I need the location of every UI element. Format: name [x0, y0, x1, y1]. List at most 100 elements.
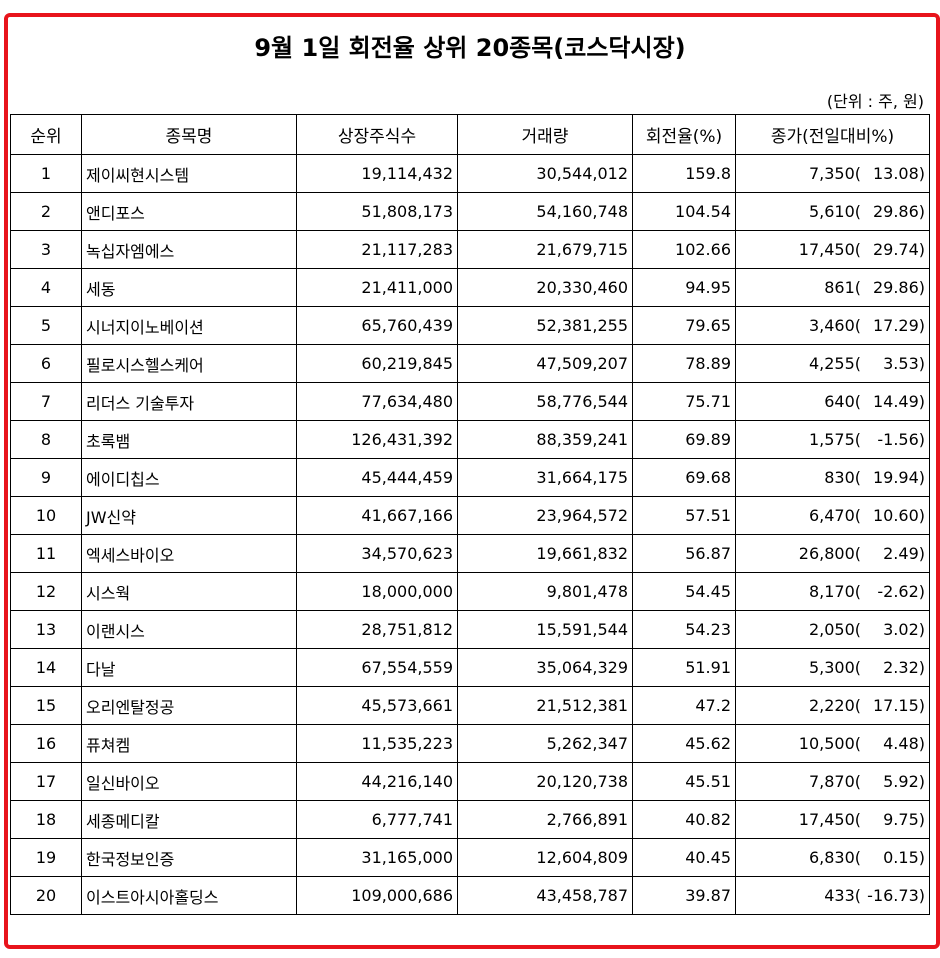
table-row: 14 다날 67,554,559 35,064,329 51.91 5,300(2.32)	[10, 648, 930, 687]
stock-name-cell: 리더스 기술투자	[81, 382, 297, 421]
close-price-cell: 26,800(2.49)	[735, 534, 930, 573]
volume-cell: 2,766,891	[457, 800, 633, 839]
price-change-pct: 29.74)	[872, 240, 925, 259]
volume-cell: 58,776,544	[457, 382, 633, 421]
price-change-pct: 3.53)	[883, 354, 925, 373]
close-price-cell: 2,050(3.02)	[735, 610, 930, 649]
close-price-cell: 8,170( -2.62)	[735, 572, 930, 611]
header-volume: 거래량	[457, 114, 633, 155]
header-name: 종목명	[81, 114, 297, 155]
price-change-pct: -16.73)	[867, 886, 925, 905]
price-change-pct: 10.60)	[872, 506, 925, 525]
table-row: 4 세동 21,411,000 20,330,460 94.95 861(29.86)	[10, 268, 930, 307]
table-row: 11 엑세스바이오 34,570,623 19,661,832 56.87 26,800(…	[10, 534, 930, 573]
volume-cell: 47,509,207	[457, 344, 633, 383]
close-price: 8,170(	[808, 582, 861, 601]
price-change-pct: -2.62)	[877, 582, 925, 601]
volume-cell: 5,262,347	[457, 724, 633, 763]
table-row: 19 한국정보인증 31,165,000 12,604,809 40.45 6,830(0…	[10, 838, 930, 877]
stock-name-cell: 이스트아시아홀딩스	[81, 876, 297, 915]
turnover-cell: 69.89	[632, 420, 736, 459]
turnover-cell: 79.65	[632, 306, 736, 345]
listed-shares-cell: 77,634,480	[296, 382, 458, 421]
price-change-pct: 9.75)	[883, 810, 925, 829]
turnover-cell: 104.54	[632, 192, 736, 231]
volume-cell: 52,381,255	[457, 306, 633, 345]
listed-shares-cell: 60,219,845	[296, 344, 458, 383]
header-close: 종가(전일대비%)	[735, 114, 930, 155]
turnover-cell: 54.23	[632, 610, 736, 649]
table-row: 7 리더스 기술투자 77,634,480 58,776,544 75.71 640(14…	[10, 382, 930, 421]
close-price-cell: 861(29.86)	[735, 268, 930, 307]
rank-cell: 11	[10, 534, 82, 573]
listed-shares-cell: 31,165,000	[296, 838, 458, 877]
turnover-cell: 51.91	[632, 648, 736, 687]
rank-cell: 17	[10, 762, 82, 801]
table-row: 10 JW신약 41,667,166 23,964,572 57.51 6,470(10.…	[10, 496, 930, 535]
table-row: 3 녹십자엠에스 21,117,283 21,679,715 102.66 17,450(…	[10, 230, 930, 269]
table-row: 18 세종메디칼 6,777,741 2,766,891 40.82 17,450(9.7…	[10, 800, 930, 839]
close-price-cell: 433(-16.73)	[735, 876, 930, 915]
price-change-pct: 14.49)	[872, 392, 925, 411]
close-price-cell: 3,460(17.29)	[735, 306, 930, 345]
listed-shares-cell: 34,570,623	[296, 534, 458, 573]
turnover-table: 순위 종목명 상장주식수 거래량 회전율(%) 종가(전일대비%) 1 제이씨현시…	[10, 114, 930, 915]
rank-cell: 3	[10, 230, 82, 269]
price-change-pct: 29.86)	[872, 278, 925, 297]
close-price-cell: 7,350(13.08)	[735, 154, 930, 193]
close-price-cell: 640(14.49)	[735, 382, 930, 421]
volume-cell: 15,591,544	[457, 610, 633, 649]
listed-shares-cell: 67,554,559	[296, 648, 458, 687]
table-row: 12 시스웍 18,000,000 9,801,478 54.45 8,170(-2.62…	[10, 572, 930, 611]
table-row: 20 이스트아시아홀딩스 109,000,686 43,458,787 39.87 433…	[10, 876, 930, 915]
listed-shares-cell: 19,114,432	[296, 154, 458, 193]
page-title: 9월 1일 회전율 상위 20종목(코스닥시장)	[254, 34, 686, 62]
table-row: 13 이랜시스 28,751,812 15,591,544 54.23 2,050(3.0…	[10, 610, 930, 649]
close-price: 5,300(	[808, 658, 861, 677]
listed-shares-cell: 41,667,166	[296, 496, 458, 535]
rank-cell: 18	[10, 800, 82, 839]
close-price: 17,450(	[798, 810, 861, 829]
price-change-pct: 13.08)	[872, 164, 925, 183]
close-price-cell: 4,255(3.53)	[735, 344, 930, 383]
close-price: 830(	[824, 468, 861, 487]
price-change-pct: 29.86)	[872, 202, 925, 221]
stock-name-cell: 앤디포스	[81, 192, 297, 231]
turnover-cell: 40.45	[632, 838, 736, 877]
red-frame-border	[4, 13, 940, 949]
volume-cell: 54,160,748	[457, 192, 633, 231]
close-price-cell: 17,450(29.74)	[735, 230, 930, 269]
turnover-cell: 47.2	[632, 686, 736, 725]
listed-shares-cell: 18,000,000	[296, 572, 458, 611]
close-price: 10,500(	[798, 734, 861, 753]
turnover-cell: 45.51	[632, 762, 736, 801]
volume-cell: 35,064,329	[457, 648, 633, 687]
turnover-cell: 78.89	[632, 344, 736, 383]
listed-shares-cell: 126,431,392	[296, 420, 458, 459]
listed-shares-cell: 21,117,283	[296, 230, 458, 269]
listed-shares-cell: 28,751,812	[296, 610, 458, 649]
close-price: 2,050(	[808, 620, 861, 639]
price-change-pct: 0.15)	[883, 848, 925, 867]
price-change-pct: -1.56)	[877, 430, 925, 449]
stock-name-cell: 시너지이노베이션	[81, 306, 297, 345]
table-row: 9 에이디칩스 45,444,459 31,664,175 69.68 830(19.94…	[10, 458, 930, 497]
table-row: 15 오리엔탈정공 45,573,661 21,512,381 47.2 2,220(17…	[10, 686, 930, 725]
listed-shares-cell: 11,535,223	[296, 724, 458, 763]
listed-shares-cell: 21,411,000	[296, 268, 458, 307]
stock-name-cell: 엑세스바이오	[81, 534, 297, 573]
stock-name-cell: 세종메디칼	[81, 800, 297, 839]
rank-cell: 14	[10, 648, 82, 687]
volume-cell: 21,512,381	[457, 686, 633, 725]
header-turnover: 회전율(%)	[632, 114, 736, 155]
listed-shares-cell: 45,573,661	[296, 686, 458, 725]
close-price-cell: 5,300(2.32)	[735, 648, 930, 687]
close-price-cell: 1,575(-1.56)	[735, 420, 930, 459]
rank-cell: 13	[10, 610, 82, 649]
close-price-cell: 6,830(0.15)	[735, 838, 930, 877]
stock-name-cell: 다날	[81, 648, 297, 687]
listed-shares-cell: 44,216,140	[296, 762, 458, 801]
close-price: 2,220(	[808, 696, 861, 715]
stock-name-cell: 오리엔탈정공	[81, 686, 297, 725]
volume-cell: 31,664,175	[457, 458, 633, 497]
